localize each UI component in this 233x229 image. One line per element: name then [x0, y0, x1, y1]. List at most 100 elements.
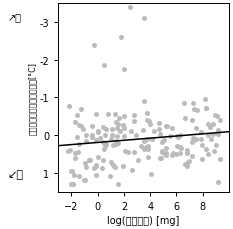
- Point: [139, 144, 142, 148]
- Point: [147, 147, 150, 151]
- Point: [158, 156, 162, 160]
- Point: [90, 124, 93, 128]
- Point: [114, 121, 118, 124]
- Point: [183, 101, 186, 105]
- Point: [213, 114, 216, 117]
- Point: [199, 131, 202, 134]
- Point: [120, 36, 123, 40]
- Point: [81, 127, 85, 131]
- Point: [168, 134, 172, 138]
- Point: [164, 153, 167, 156]
- Point: [122, 68, 126, 72]
- Point: [160, 151, 163, 155]
- Point: [164, 152, 168, 155]
- Point: [194, 137, 198, 141]
- Point: [199, 137, 203, 141]
- Point: [114, 143, 117, 146]
- Point: [191, 119, 194, 123]
- Point: [164, 154, 167, 158]
- Point: [164, 125, 168, 129]
- Point: [71, 183, 75, 186]
- Point: [179, 146, 183, 150]
- Point: [78, 175, 81, 179]
- Point: [121, 165, 125, 169]
- Point: [145, 118, 149, 122]
- Point: [82, 178, 86, 182]
- Text: ↗🌲: ↗🌲: [7, 12, 21, 22]
- Point: [183, 116, 187, 120]
- Point: [68, 148, 72, 152]
- Point: [113, 165, 116, 169]
- Point: [133, 150, 136, 154]
- Point: [157, 121, 161, 125]
- Point: [71, 170, 74, 173]
- Point: [206, 153, 210, 156]
- Point: [176, 136, 180, 140]
- Point: [90, 134, 93, 138]
- Point: [175, 135, 179, 139]
- Point: [203, 97, 207, 101]
- Point: [215, 144, 218, 148]
- Point: [123, 126, 126, 130]
- Point: [87, 158, 91, 162]
- Point: [80, 107, 83, 111]
- Point: [192, 108, 196, 112]
- Point: [72, 173, 76, 177]
- Point: [94, 138, 98, 142]
- Point: [175, 145, 179, 148]
- Point: [96, 131, 100, 135]
- Point: [149, 123, 152, 126]
- Point: [108, 174, 111, 178]
- Point: [206, 123, 210, 126]
- Point: [142, 17, 145, 21]
- Point: [216, 132, 220, 136]
- Point: [178, 146, 182, 149]
- Point: [146, 145, 150, 148]
- Point: [204, 147, 208, 151]
- Point: [126, 151, 130, 155]
- Point: [218, 158, 222, 162]
- Point: [103, 147, 106, 151]
- Point: [101, 159, 104, 162]
- Point: [192, 138, 195, 142]
- Point: [67, 104, 70, 108]
- Point: [187, 159, 191, 163]
- Point: [149, 173, 153, 176]
- Point: [95, 173, 98, 177]
- Point: [75, 113, 79, 117]
- Point: [132, 113, 136, 117]
- Point: [84, 161, 87, 165]
- Point: [71, 183, 75, 186]
- Point: [106, 113, 110, 116]
- Point: [212, 133, 215, 136]
- Point: [110, 133, 114, 137]
- Point: [103, 134, 107, 137]
- Point: [190, 141, 194, 144]
- Point: [132, 120, 135, 123]
- Point: [209, 138, 213, 142]
- Point: [94, 113, 98, 117]
- Point: [116, 141, 120, 145]
- Point: [158, 133, 162, 136]
- Point: [77, 143, 81, 146]
- Point: [116, 183, 119, 186]
- Point: [191, 136, 195, 140]
- Point: [218, 119, 222, 123]
- Point: [70, 183, 73, 186]
- Point: [121, 123, 125, 127]
- Point: [206, 134, 210, 137]
- Point: [77, 124, 81, 128]
- Point: [157, 127, 161, 131]
- Point: [216, 129, 219, 132]
- Point: [110, 128, 113, 131]
- Point: [114, 140, 118, 143]
- Point: [195, 109, 199, 113]
- Point: [212, 150, 216, 153]
- Point: [111, 143, 115, 147]
- Point: [142, 140, 146, 143]
- Point: [142, 148, 146, 151]
- Point: [145, 137, 149, 141]
- Point: [87, 159, 91, 162]
- Point: [85, 166, 88, 169]
- Point: [165, 125, 169, 129]
